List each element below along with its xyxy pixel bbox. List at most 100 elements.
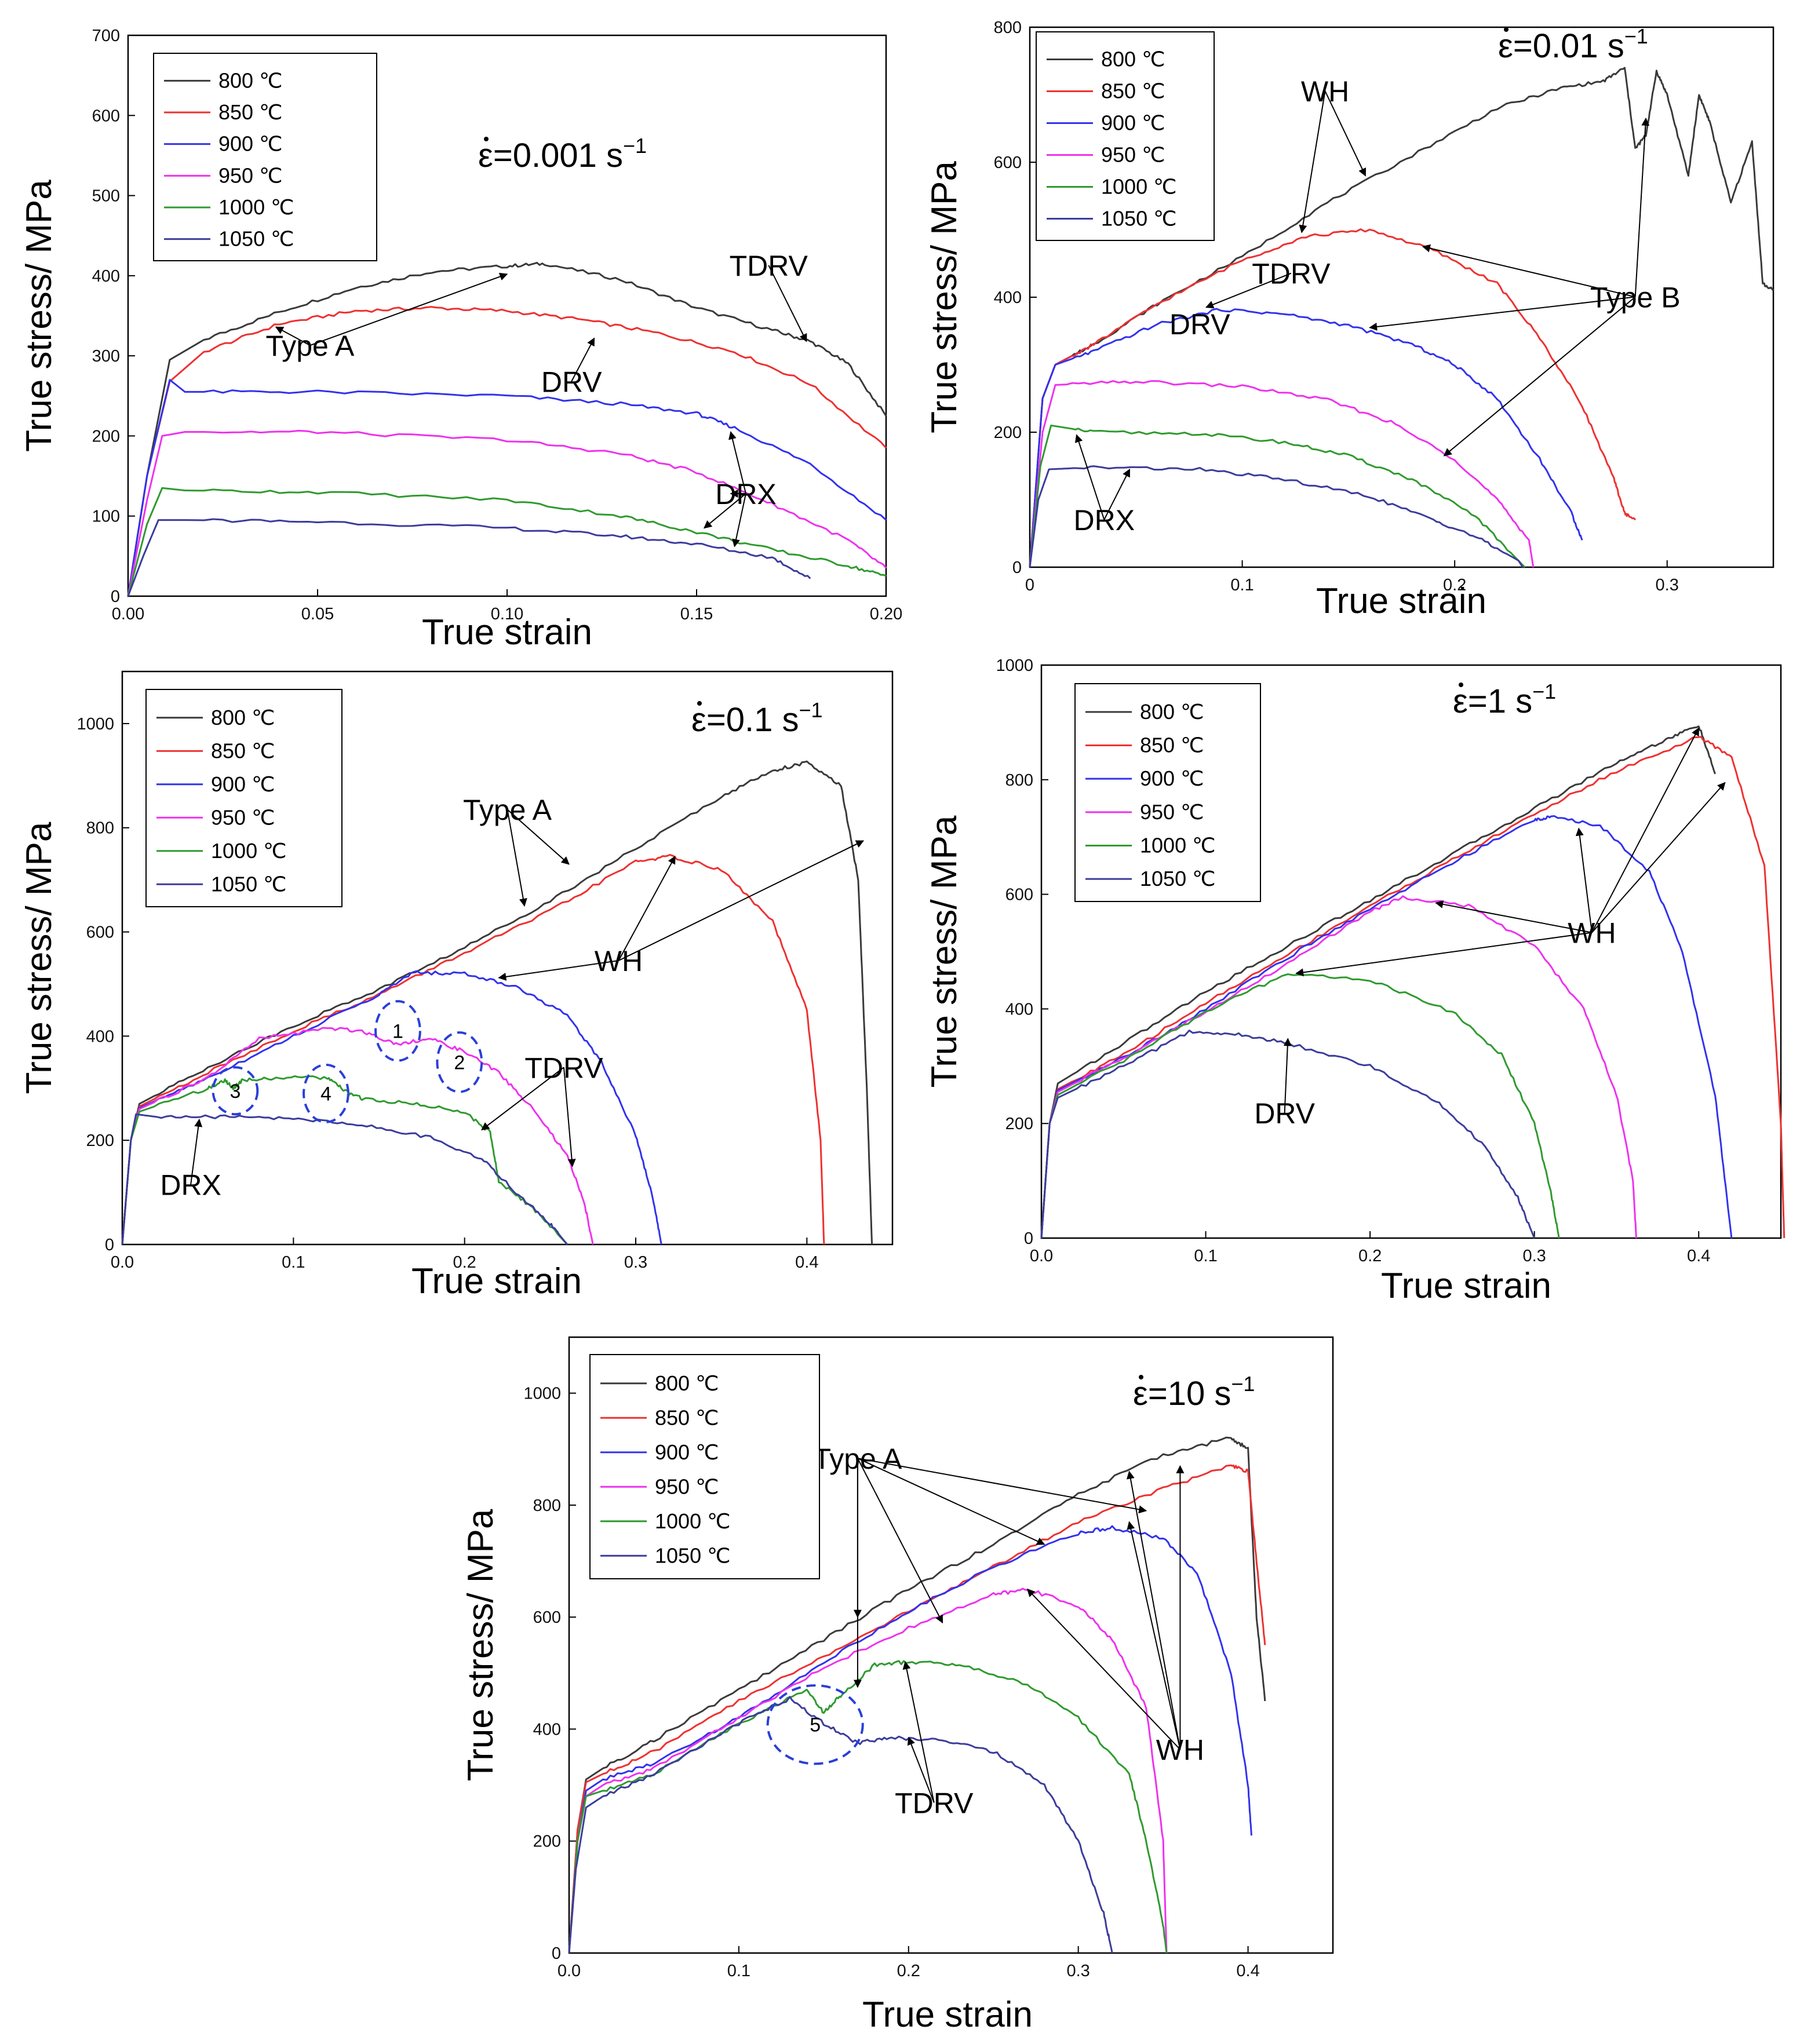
legend-label: 1050 ℃ bbox=[211, 872, 287, 896]
series-line-950 bbox=[568, 1587, 1168, 1954]
y-tick-label: 200 bbox=[533, 1833, 561, 1851]
x-tick-label: 0.1 bbox=[1194, 1247, 1217, 1265]
x-tick-label: 0.3 bbox=[1523, 1247, 1546, 1265]
annotation-arrow bbox=[1295, 932, 1593, 977]
y-tick-label: 0 bbox=[111, 587, 120, 606]
x-axis-title: True strain bbox=[422, 612, 592, 652]
series-line-950 bbox=[121, 1027, 594, 1245]
annotation-arrow bbox=[563, 1067, 576, 1167]
y-axis-title: True stress/ MPa bbox=[924, 815, 964, 1087]
annotation-arrow bbox=[857, 1458, 1147, 1514]
circle-label: 1 bbox=[392, 1020, 403, 1042]
annotation-arrow bbox=[618, 840, 865, 961]
annotation-arrow bbox=[1324, 90, 1367, 177]
legend-label: 1050 ℃ bbox=[218, 227, 294, 251]
annotation-arrow bbox=[1575, 827, 1593, 933]
series-line-950 bbox=[127, 429, 887, 597]
annotation-arrow bbox=[1283, 1038, 1292, 1114]
y-tick-label: 400 bbox=[1005, 1000, 1033, 1019]
strain-rate-label: ε=0.001 s−1 bbox=[478, 134, 647, 174]
legend-label: 950 ℃ bbox=[655, 1474, 719, 1498]
x-tick-label: 0.10 bbox=[491, 605, 523, 623]
x-tick-label: 0.1 bbox=[282, 1253, 305, 1272]
series-line-950 bbox=[1040, 895, 1637, 1239]
y-tick-label: 600 bbox=[994, 154, 1022, 172]
series-line-900 bbox=[1040, 815, 1733, 1239]
rate-dot bbox=[1459, 682, 1463, 687]
annotation-arrow bbox=[1026, 1588, 1181, 1750]
plot-frame bbox=[1040, 664, 1782, 1239]
annotation-arrow bbox=[507, 809, 527, 907]
rate-dot bbox=[697, 701, 702, 706]
circle-label: 5 bbox=[810, 1714, 821, 1736]
annotation-tdrv: TDRV bbox=[895, 1787, 974, 1819]
legend-label: 900 ℃ bbox=[218, 132, 283, 156]
y-axis-title: True stress/ MPa bbox=[19, 180, 59, 452]
legend-label: 1000 ℃ bbox=[655, 1509, 731, 1533]
legend-label: 950 ℃ bbox=[211, 805, 275, 829]
x-tick-label: 0.1 bbox=[1230, 576, 1254, 594]
x-axis-title: True strain bbox=[411, 1261, 582, 1301]
series-line-800 bbox=[568, 1436, 1266, 1954]
legend-box bbox=[153, 53, 377, 261]
x-tick-label: 0.0 bbox=[558, 1962, 581, 1980]
series-line-900 bbox=[127, 379, 887, 597]
legend-label: 1000 ℃ bbox=[1140, 834, 1216, 857]
legend-label: 950 ℃ bbox=[1140, 800, 1204, 824]
legend-label: 1050 ℃ bbox=[655, 1543, 731, 1567]
legend-label: 1050 ℃ bbox=[1140, 867, 1216, 890]
legend-label: 900 ℃ bbox=[1101, 111, 1165, 135]
y-tick-label: 400 bbox=[994, 289, 1022, 307]
x-tick-label: 0.4 bbox=[795, 1253, 818, 1272]
y-tick-label: 500 bbox=[92, 187, 120, 206]
y-tick-label: 700 bbox=[92, 27, 120, 45]
x-tick-label: 0.4 bbox=[1236, 1962, 1259, 1980]
annotation-arrow bbox=[768, 265, 807, 342]
y-tick-label: 0 bbox=[1012, 559, 1022, 577]
annotation-drx: DRX bbox=[160, 1169, 221, 1202]
series-line-900 bbox=[1029, 308, 1583, 568]
y-tick-label: 0 bbox=[105, 1236, 114, 1254]
annotation-arrow bbox=[618, 855, 676, 961]
annotation-arrow bbox=[907, 1736, 935, 1803]
y-axis-title: True stress/ MPa bbox=[461, 1509, 501, 1781]
annotation-arrow bbox=[1422, 244, 1635, 298]
y-tick-label: 800 bbox=[994, 19, 1022, 37]
rate-dot bbox=[484, 137, 489, 141]
x-tick-label: 0.2 bbox=[453, 1253, 476, 1272]
legend-label: 800 ℃ bbox=[1140, 700, 1204, 724]
legend-box bbox=[1074, 683, 1261, 902]
x-tick-label: 0.20 bbox=[870, 605, 902, 623]
legend-label: 950 ℃ bbox=[218, 163, 283, 187]
annotation-arrow bbox=[498, 959, 619, 981]
y-tick-label: 800 bbox=[1005, 771, 1033, 790]
x-tick-label: 0.3 bbox=[1656, 576, 1679, 594]
y-axis-title: True stress/ MPa bbox=[19, 822, 59, 1094]
highlight-circle-5 bbox=[766, 1684, 864, 1765]
strain-rate-label: ε=10 s−1 bbox=[1133, 1372, 1255, 1412]
x-tick-label: 0.1 bbox=[727, 1962, 750, 1980]
series-line-1000 bbox=[1029, 424, 1526, 568]
legend-label: 850 ℃ bbox=[1140, 733, 1204, 757]
y-tick-label: 600 bbox=[533, 1608, 561, 1627]
highlight-circle-3 bbox=[212, 1066, 259, 1116]
rate-dot bbox=[1139, 1375, 1143, 1379]
legend-box bbox=[1036, 31, 1215, 241]
legend-label: 1000 ℃ bbox=[211, 839, 287, 863]
x-tick-label: 0.15 bbox=[680, 605, 713, 623]
y-tick-label: 600 bbox=[1005, 886, 1033, 904]
x-tick-label: 0.2 bbox=[1358, 1247, 1382, 1265]
annotation-tdrv: TDRV bbox=[1252, 258, 1331, 290]
annotation-arrow bbox=[1591, 727, 1700, 933]
chart-panel-3: 0.0 0.1 0.2 0.3 0.4 0 200 400 600 800 1000 True str… bbox=[19, 670, 894, 1301]
series-line-950 bbox=[1029, 380, 1535, 568]
y-tick-label: 200 bbox=[994, 424, 1022, 442]
legend-label: 800 ℃ bbox=[211, 706, 275, 729]
series-line-1050 bbox=[121, 1113, 569, 1245]
legend-label: 900 ℃ bbox=[211, 772, 275, 796]
y-tick-label: 200 bbox=[92, 427, 120, 446]
series-line-800 bbox=[121, 760, 873, 1245]
annotation-drv: DRV bbox=[541, 366, 602, 398]
annotation-arrow bbox=[275, 326, 311, 346]
annotation-arrow bbox=[190, 1118, 203, 1185]
